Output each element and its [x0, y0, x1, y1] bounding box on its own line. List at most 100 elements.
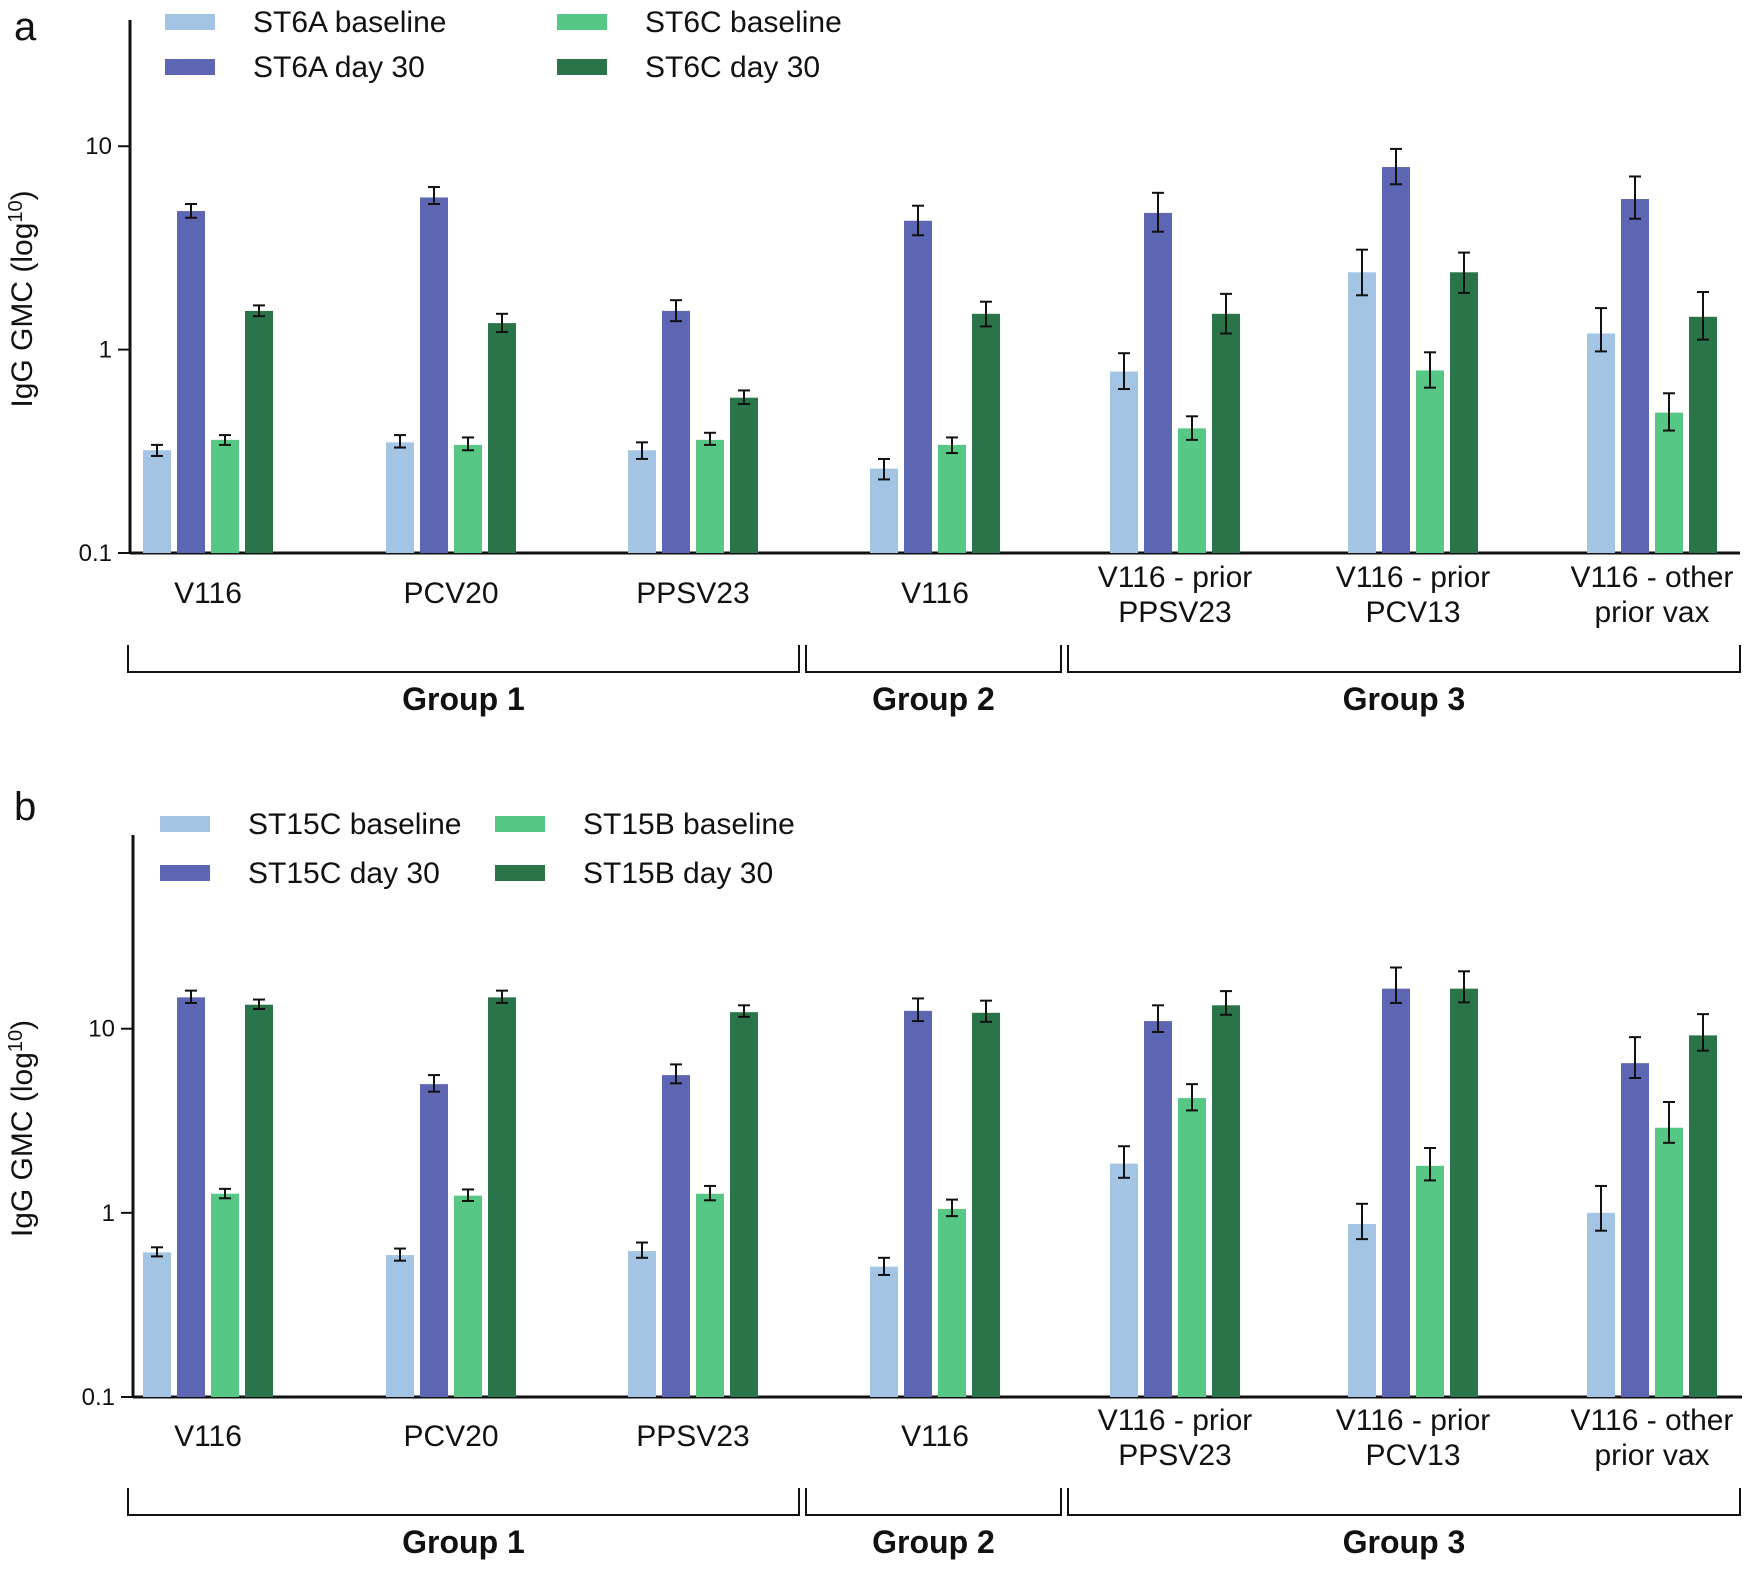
- legend-swatch: [495, 865, 545, 881]
- bar: [730, 1012, 758, 1397]
- bar: [1450, 988, 1478, 1397]
- bar: [420, 197, 448, 553]
- panel-label: b: [14, 785, 36, 829]
- bar: [1178, 428, 1206, 553]
- bar: [143, 450, 171, 553]
- bar: [1689, 1035, 1717, 1397]
- group-label: Group 2: [872, 1524, 995, 1560]
- bar: [662, 310, 690, 553]
- bar: [730, 397, 758, 553]
- group-label: Group 2: [872, 681, 995, 717]
- y-tick-label: 1: [99, 337, 112, 364]
- group-bracket: [1067, 645, 1741, 673]
- legend-swatch: [165, 14, 215, 30]
- bar: [245, 310, 273, 553]
- bar: [1416, 1165, 1444, 1397]
- legend-swatch: [165, 59, 215, 75]
- legend-label: ST6C day 30: [645, 51, 820, 84]
- bar: [420, 1084, 448, 1397]
- x-category-label: V116: [901, 577, 969, 610]
- x-category-label-line2: PPSV23: [1118, 1439, 1231, 1472]
- x-category-label-line2: prior vax: [1594, 1439, 1709, 1472]
- bar: [386, 1255, 414, 1397]
- x-category-label: V116 - prior: [1336, 561, 1491, 594]
- x-category-label: PPSV23: [636, 1420, 749, 1453]
- bar: [1212, 1005, 1240, 1397]
- x-category-label-line2: prior vax: [1594, 596, 1709, 629]
- bar: [904, 220, 932, 554]
- bar: [211, 1193, 239, 1397]
- legend-label: ST6A baseline: [253, 6, 446, 39]
- bar: [938, 444, 966, 553]
- bar: [904, 1010, 932, 1397]
- bar: [972, 313, 1000, 553]
- legend-swatch: [160, 816, 210, 832]
- y-axis-label: IgG GMC (log10): [5, 1020, 39, 1237]
- bar: [245, 1004, 273, 1397]
- bar: [1144, 212, 1172, 553]
- bar: [1655, 1127, 1683, 1397]
- bar: [696, 1193, 724, 1397]
- x-category-label: PCV20: [403, 1420, 498, 1453]
- bar: [1416, 370, 1444, 553]
- x-category-label: V116 - other: [1571, 561, 1734, 594]
- bar: [1382, 988, 1410, 1397]
- panel-label: a: [14, 5, 37, 49]
- legend-swatch: [557, 14, 607, 30]
- x-category-label: V116: [174, 577, 242, 610]
- legend-label: ST15B baseline: [583, 808, 795, 841]
- y-tick-label: 0.1: [82, 1384, 115, 1411]
- bar: [870, 1266, 898, 1397]
- bar: [177, 211, 205, 554]
- x-category-label: V116: [901, 1420, 969, 1453]
- group-bracket: [1067, 1488, 1741, 1516]
- bar: [1587, 1212, 1615, 1397]
- bar: [1212, 313, 1240, 553]
- bar: [972, 1012, 1000, 1397]
- bar: [177, 997, 205, 1397]
- y-tick-label: 1: [102, 1200, 115, 1227]
- group-bracket: [127, 645, 800, 673]
- bar: [696, 439, 724, 553]
- x-category-label: V116: [174, 1420, 242, 1453]
- bar: [386, 442, 414, 553]
- bar: [143, 1252, 171, 1397]
- bar: [1110, 371, 1138, 553]
- legend-label: ST15C baseline: [248, 808, 461, 841]
- bar: [211, 439, 239, 553]
- bar: [488, 997, 516, 1397]
- x-category-label: PPSV23: [636, 577, 749, 610]
- legend-label: ST6A day 30: [253, 51, 425, 84]
- bar: [662, 1075, 690, 1397]
- group-label: Group 3: [1343, 681, 1466, 717]
- bar: [454, 1195, 482, 1397]
- bar: [1689, 316, 1717, 553]
- y-tick-label: 10: [88, 1016, 115, 1043]
- x-category-label: V116 - other: [1571, 1404, 1734, 1437]
- bar: [454, 444, 482, 553]
- bar: [1450, 272, 1478, 553]
- bar: [1144, 1021, 1172, 1397]
- legend-label: ST15B day 30: [583, 857, 773, 890]
- bar: [1348, 1223, 1376, 1397]
- x-category-label: V116 - prior: [1098, 561, 1253, 594]
- legend-label: ST6C baseline: [645, 6, 842, 39]
- x-category-label: V116 - prior: [1098, 1404, 1253, 1437]
- bar: [1621, 1063, 1649, 1397]
- y-tick-label: 0.1: [79, 540, 112, 567]
- y-tick-label: 10: [85, 133, 112, 160]
- x-category-label-line2: PCV13: [1365, 1439, 1460, 1472]
- group-label: Group 1: [402, 681, 525, 717]
- legend-swatch: [557, 59, 607, 75]
- group-bracket: [127, 1488, 800, 1516]
- x-category-label: PCV20: [403, 577, 498, 610]
- group-bracket: [805, 1488, 1062, 1516]
- bar: [1621, 199, 1649, 554]
- bar: [1655, 412, 1683, 553]
- bar: [628, 1251, 656, 1397]
- group-label: Group 3: [1343, 1524, 1466, 1560]
- legend-swatch: [160, 865, 210, 881]
